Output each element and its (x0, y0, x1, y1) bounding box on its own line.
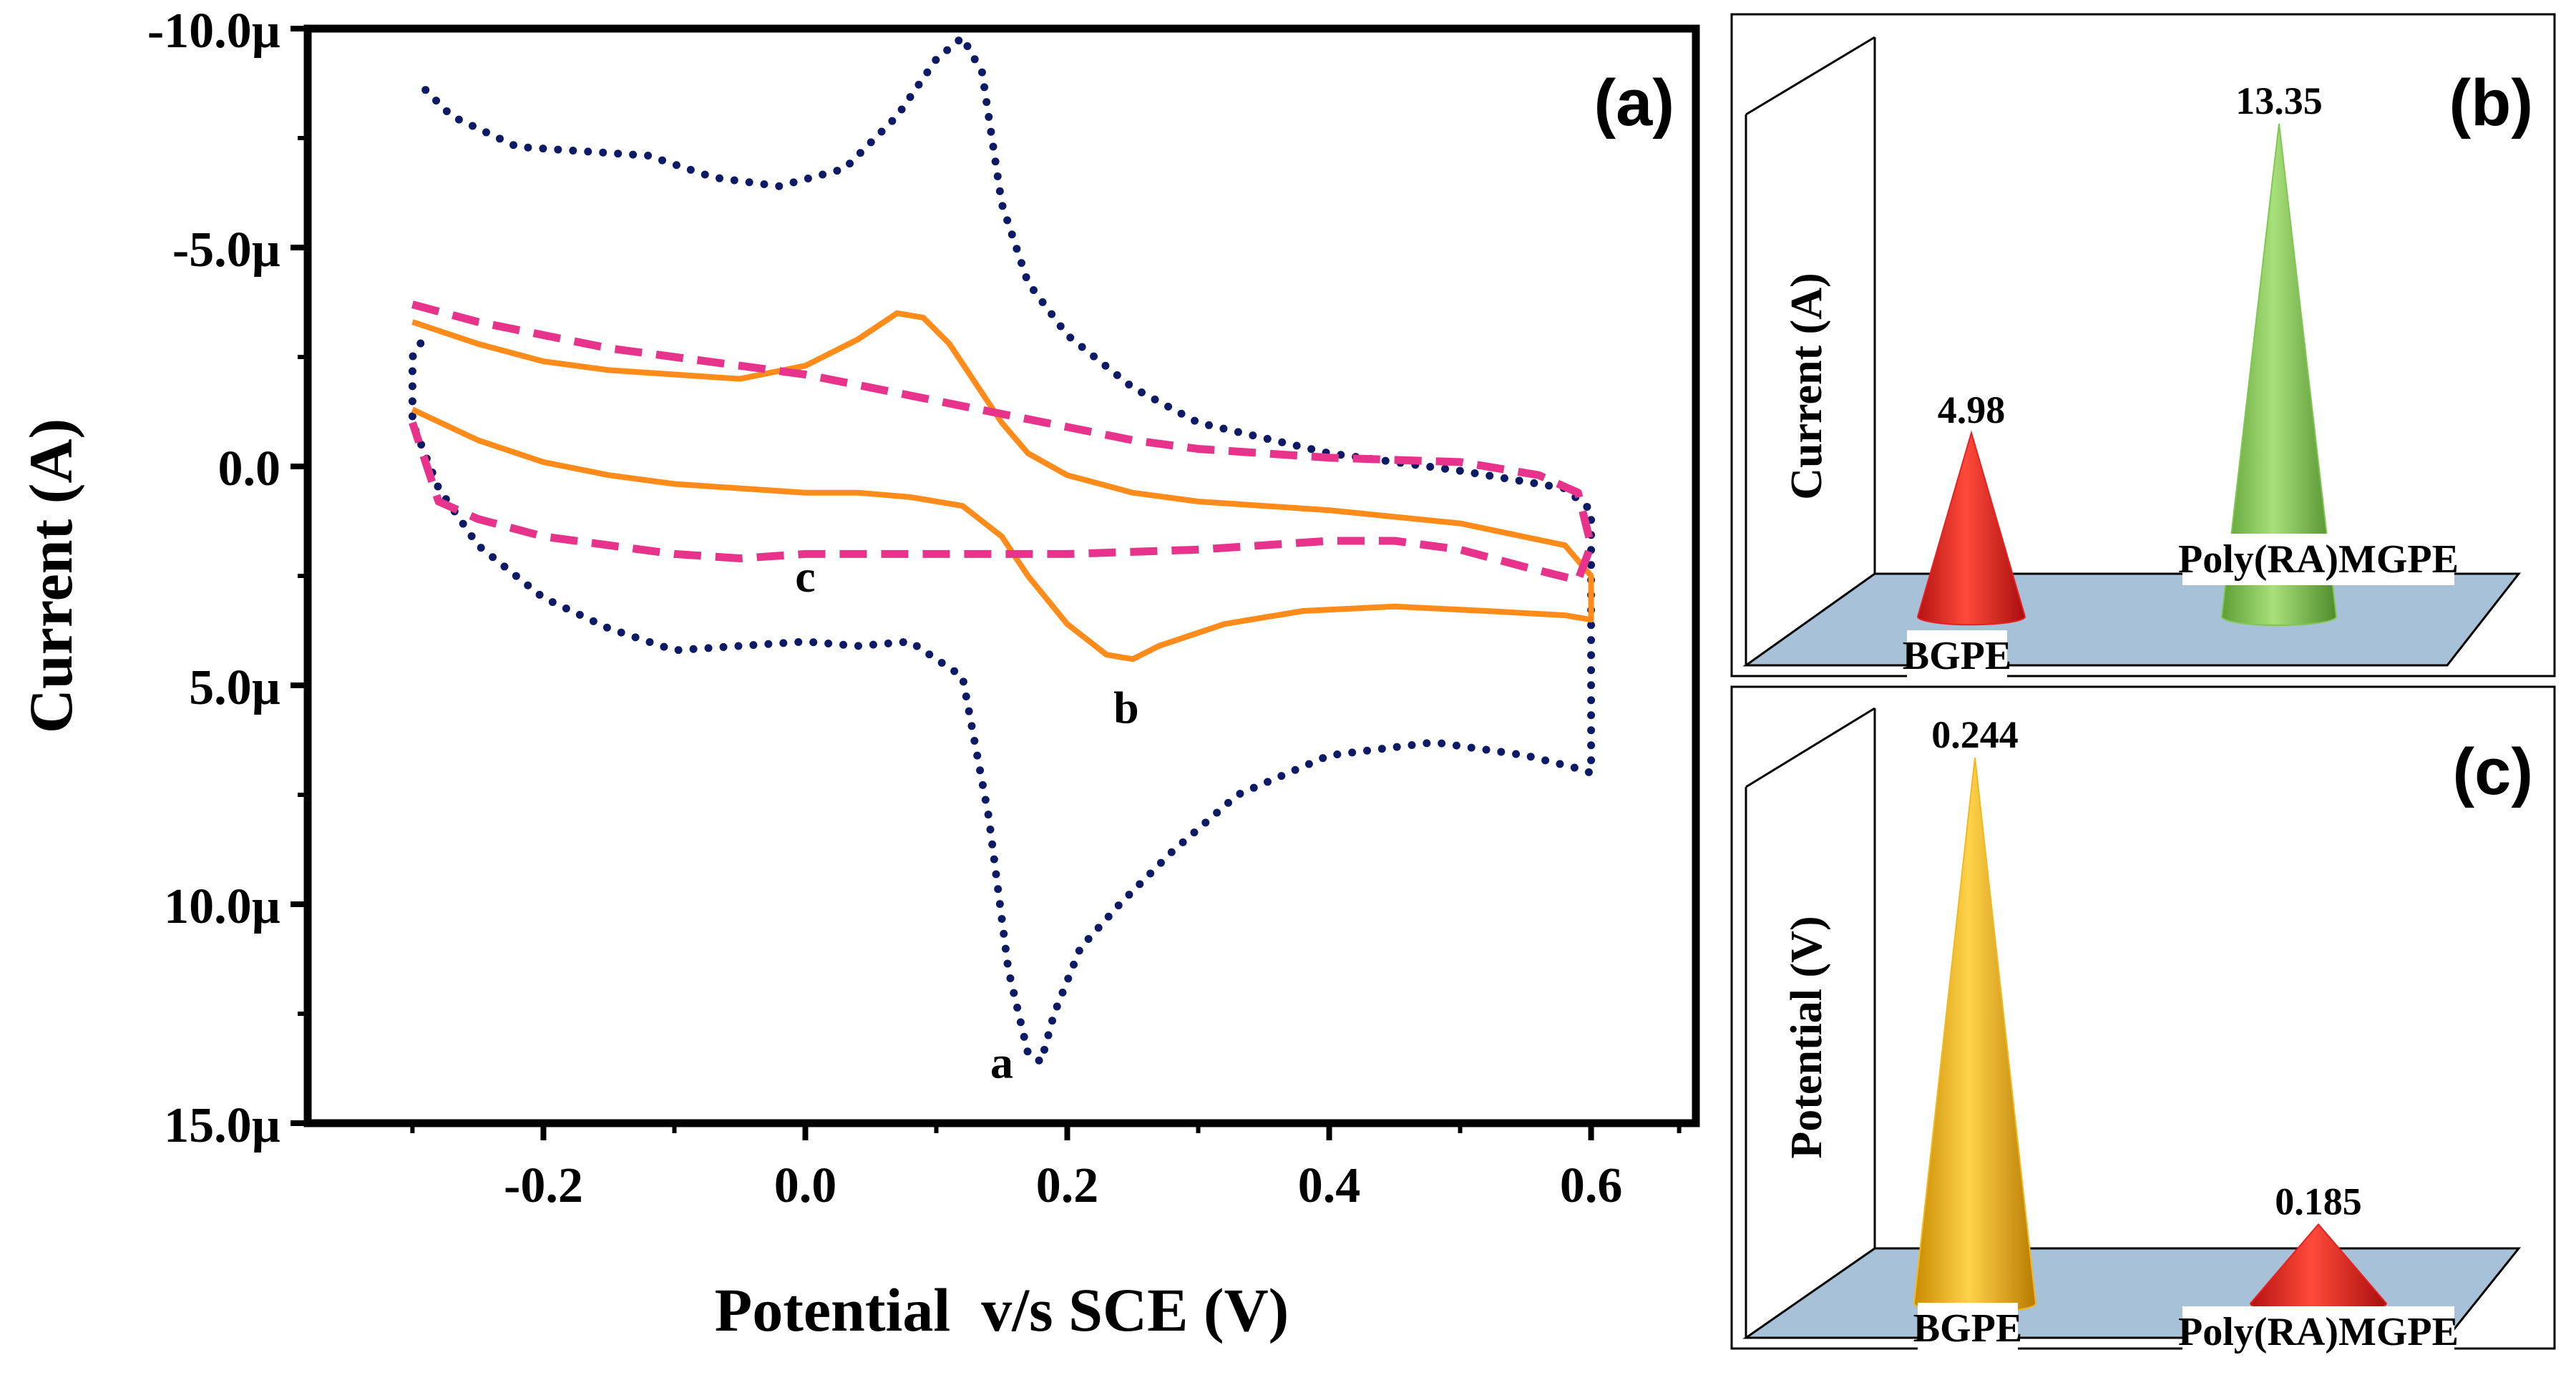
panel-b-top-depth (1745, 36, 1875, 116)
category-label: Poly(RA)MGPE (2178, 537, 2459, 582)
cone-bgpe (1913, 757, 2037, 1313)
panel-c-y-axis-title: Potential (V) (1782, 916, 1831, 1158)
y-tick-label: 10.0µ (164, 879, 280, 934)
panel-a: -10.0µ -5.0µ 0.0 5.0µ 10.0µ 15.0µ -0.2 0.0 0.2 0… (16, 4, 1700, 1344)
y-tick-label: 15.0µ (164, 1098, 280, 1153)
category-label-bg (2182, 534, 2454, 585)
category-label-bg (1918, 1303, 2018, 1354)
y-tick-label: -5.0µ (172, 222, 280, 278)
cone-bgpe (1916, 430, 2026, 626)
panel-b-cones: 4.98 BGPE 13.35 Poly(RA)MGPE (1903, 79, 2459, 682)
curve-label-a: a (990, 1037, 1013, 1087)
x-tick-label: 0.4 (1298, 1158, 1361, 1213)
panel-a-y-ticks: -10.0µ -5.0µ 0.0 5.0µ 10.0µ 15.0µ (147, 4, 308, 1153)
category-label: BGPE (1903, 634, 2011, 678)
panel-a-curves (408, 33, 1596, 1066)
value-label: 4.98 (1938, 388, 2006, 431)
panel-c-label: (c) (2453, 735, 2533, 808)
x-tick-label: 0.6 (1560, 1158, 1623, 1213)
value-label: 13.35 (2235, 79, 2323, 122)
x-tick-label: 0.2 (1036, 1158, 1099, 1213)
panel-a-label: (a) (1594, 67, 1674, 140)
x-tick-label: 0.0 (774, 1158, 837, 1213)
curve-label-c: c (795, 551, 815, 602)
panel-c-frame (1730, 685, 2556, 1350)
panel-b-label: (b) (2449, 67, 2533, 140)
panel-b: 4.98 BGPE 13.35 Poly(RA)MGPE Current (A) (b… (1730, 13, 2556, 682)
panel-b-frame (1730, 13, 2556, 677)
panel-c-top-depth (1745, 707, 1875, 788)
series-a-line (408, 33, 1596, 1066)
y-tick-label: 5.0µ (189, 660, 280, 715)
y-tick-label: -10.0µ (147, 4, 280, 59)
series-b-line (411, 310, 1594, 662)
panel-a-curve-labels: a b c (795, 551, 1138, 1087)
panel-a-y-axis-title: Current (A) (16, 419, 85, 733)
category-label: Poly(RA)MGPE (2178, 1310, 2459, 1354)
category-label-bg (1907, 630, 2007, 682)
x-tick-label: -0.2 (504, 1158, 583, 1213)
curve-label-b: b (1113, 682, 1139, 733)
y-tick-label: 0.0 (218, 441, 281, 496)
series-c-line (409, 300, 1596, 584)
cone-poly-ra-mgpe (2220, 123, 2338, 626)
value-label: 0.185 (2275, 1180, 2362, 1223)
panel-c: 0.244 BGPE 0.185 Poly(RA)MGPE Potential (V)… (1730, 685, 2556, 1358)
panel-a-x-axis-title: Potential v/s SCE (V) (715, 1276, 1289, 1344)
panel-b-floor (1742, 572, 2522, 667)
value-label: 0.244 (1931, 713, 2019, 756)
panel-b-y-axis-title: Current (A) (1782, 273, 1831, 499)
panel-a-x-ticks: -0.2 0.0 0.2 0.4 0.6 (410, 1123, 1682, 1213)
category-label: BGPE (1913, 1306, 2022, 1351)
category-label-bg (2182, 1306, 2454, 1358)
panel-c-cones: 0.244 BGPE 0.185 Poly(RA)MGPE (1913, 713, 2459, 1358)
